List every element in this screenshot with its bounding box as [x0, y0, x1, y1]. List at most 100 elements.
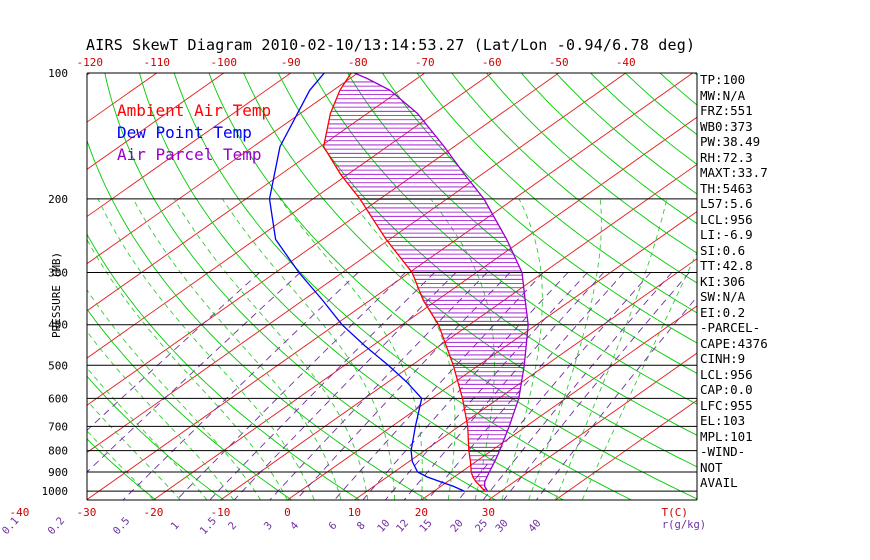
- mixing-ratio-label: 3: [262, 520, 275, 533]
- index-item: KI:306: [700, 273, 746, 289]
- index-item: -PARCEL-: [700, 320, 761, 335]
- isotherm-line: [87, 73, 292, 218]
- mixing-ratio-line: [269, 272, 488, 500]
- mixing-ratio-line: [87, 272, 260, 431]
- mixing-ratio-line: [427, 272, 625, 500]
- pressure-tick-label: 800: [48, 445, 68, 458]
- mixing-ratio-line: [362, 272, 569, 500]
- moist-adiabat-line: [87, 238, 288, 500]
- mixing-ratio-label: 15: [417, 517, 434, 534]
- isotherm-line: [87, 73, 560, 406]
- dry-adiabat-line: [451, 73, 697, 284]
- isotherm-line: [87, 73, 91, 76]
- isotherm-line: [555, 399, 697, 500]
- moist-adiabat-line: [279, 198, 423, 500]
- dry-adiabat-line: [87, 498, 89, 500]
- mixing-ratio-lines: [87, 272, 697, 500]
- bottom-temp-tick-label: -10: [210, 506, 230, 519]
- dry-adiabat-line: [87, 375, 225, 500]
- legend-ambient-air-temp: Ambient Air Temp: [117, 101, 272, 120]
- pressure-tick-label: 700: [48, 420, 68, 433]
- top-temp-tick-label: -90: [281, 56, 301, 69]
- series-line-air-parcel-temp: [354, 73, 529, 492]
- index-item: SW:N/A: [700, 289, 746, 304]
- isotherm-line: [87, 73, 225, 170]
- dry-adiabat-line: [834, 73, 870, 500]
- top-temp-tick-label: -60: [482, 56, 502, 69]
- index-item: CAPE:4376: [700, 335, 768, 351]
- index-item: RH:72.3: [700, 149, 753, 165]
- mixing-ratio-label: 0.5: [111, 515, 133, 537]
- mixing-ratio-label: 30: [493, 517, 510, 534]
- index-item: MW:N/A: [700, 87, 746, 103]
- isotherm-line: [87, 73, 493, 359]
- index-item: CINH:9: [700, 351, 746, 366]
- y-axis-label: PRESSURE (MB): [50, 251, 63, 338]
- mixing-ratio-label: 20: [448, 517, 465, 534]
- pressure-tick-label: 400: [48, 319, 68, 332]
- moist-adiabat-line: [97, 198, 315, 500]
- index-item: EL:103: [700, 413, 746, 428]
- legend-air-parcel-temp: Air Parcel Temp: [117, 145, 262, 164]
- isotherm-line: [87, 73, 694, 500]
- mixing-ratio-label: 0.2: [46, 515, 68, 537]
- bottom-temp-tick-label: -20: [143, 506, 163, 519]
- dry-adiabat-line: [312, 73, 697, 405]
- plot-frame: [86, 72, 698, 501]
- index-item: CAP:0.0: [700, 382, 753, 397]
- isotherm-line: [287, 211, 697, 500]
- mixing-ratio-line: [334, 272, 544, 500]
- mixing-ratio-line: [233, 272, 457, 500]
- dry-adiabat-line: [0, 73, 20, 500]
- mixing-ratio-label: 40: [526, 517, 543, 534]
- index-item: TP:100: [700, 72, 746, 87]
- index-item: MAXT:33.7: [700, 165, 768, 180]
- index-item: SI:0.6: [700, 242, 746, 258]
- mixing-ratio-line: [482, 272, 673, 500]
- mixing-ratio-line: [87, 272, 301, 473]
- dry-adiabat-line: [520, 73, 697, 225]
- dry-adiabat-line: [104, 73, 496, 500]
- isotherm-line: [488, 352, 697, 500]
- isotherm-line: [153, 116, 697, 500]
- series-line-dew-point-temp: [268, 73, 465, 492]
- dry-adiabat-line: [173, 73, 632, 500]
- bottom-temp-tick-label: 20: [415, 506, 428, 519]
- dry-adiabat-line: [347, 73, 697, 374]
- dry-adiabat-line: [139, 73, 564, 500]
- mixing-ratio-line: [209, 272, 435, 500]
- dry-adiabat-line: [208, 73, 697, 500]
- mixing-ratio-line: [503, 272, 690, 500]
- x-axis-unit-label: T(C): [662, 506, 689, 519]
- moist-adiabat-line: [87, 400, 181, 500]
- isotherm-lines: [87, 73, 697, 500]
- mixing-ratio-line: [176, 272, 406, 500]
- dry-adiabat-line: [486, 73, 697, 254]
- sounding-profiles: [268, 73, 529, 492]
- index-item: NOT: [700, 459, 723, 475]
- dry-adiabat-line: [590, 73, 697, 165]
- bottom-temp-tick-label: 0: [284, 506, 291, 519]
- dry-adiabat-line: [416, 73, 697, 314]
- mixing-ratio-line: [458, 272, 651, 500]
- moist-adiabat-line: [554, 198, 668, 500]
- stability-indices-list: TP:100 MW:N/A FRZ:551 WB0:373 PW:38.49 RH:72.…: [700, 72, 768, 491]
- moist-adiabat-line: [87, 289, 261, 500]
- dry-adiabat-line: [555, 73, 697, 195]
- mixing-ratio-label: 8: [355, 520, 368, 533]
- legend-dew-point-temp: Dew Point Temp: [117, 123, 252, 142]
- index-item: FRZ:551: [700, 103, 753, 118]
- dry-adiabat-line: [87, 139, 428, 500]
- pressure-tick-label: 500: [48, 359, 68, 372]
- isotherm-line: [87, 73, 359, 265]
- top-temp-tick-label: -40: [616, 56, 636, 69]
- dry-adiabat-line: [87, 308, 292, 500]
- dry-adiabat-line: [277, 73, 697, 436]
- moist-adiabat-line: [87, 430, 154, 500]
- pressure-tick-label: 600: [48, 392, 68, 405]
- isotherm-line: [87, 73, 627, 453]
- mixing-ratio-line: [295, 272, 511, 500]
- series-line-ambient-air-temp: [322, 73, 486, 492]
- mixing-ratio-label: 6: [326, 520, 339, 533]
